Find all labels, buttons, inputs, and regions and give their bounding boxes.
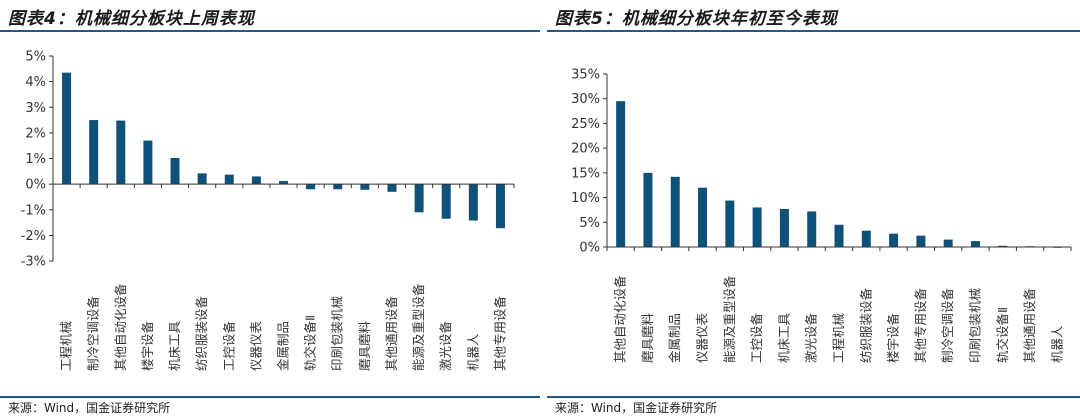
chart-title: 图表5：机械细分板块年初至今表现 xyxy=(555,9,838,29)
category-label: 激光设备 xyxy=(804,312,819,363)
category-label: 工控设备 xyxy=(749,312,764,363)
y-tick-label: 35% xyxy=(571,68,600,83)
bar xyxy=(333,184,343,190)
bar xyxy=(170,157,180,185)
bar xyxy=(725,200,735,247)
bar xyxy=(306,184,316,190)
bar xyxy=(889,233,899,247)
y-tick-label: 10% xyxy=(571,191,600,206)
chart-source: 来源：Wind，国金证券研究所 xyxy=(555,401,718,415)
bar xyxy=(752,207,762,247)
category-label: 磨具磨料 xyxy=(357,320,372,371)
bar xyxy=(251,176,261,185)
category-label: 轨交设备Ⅱ xyxy=(995,307,1010,363)
category-label: 楼宇设备 xyxy=(140,320,155,371)
bar xyxy=(441,184,451,219)
y-tick-label: 0% xyxy=(25,178,46,193)
category-label: 仪器仪表 xyxy=(248,320,263,371)
category-label: 机床工具 xyxy=(167,320,182,371)
y-tick-label: 1% xyxy=(25,152,46,167)
bar xyxy=(998,245,1008,247)
y-tick-label: 4% xyxy=(25,75,46,90)
bar xyxy=(414,184,424,213)
bar xyxy=(970,241,980,247)
bar xyxy=(861,230,871,247)
y-tick-label: -1% xyxy=(21,203,46,218)
category-label: 金属制品 xyxy=(276,321,291,371)
chart-panel-ytd: 图表5：机械细分板块年初至今表现 0% 5% 10% 15% 20% 25% 30% 35% 其… xyxy=(547,0,1080,420)
category-label: 其他通用设备 xyxy=(1022,287,1037,363)
category-label: 激光设备 xyxy=(438,320,453,371)
bar xyxy=(89,120,99,185)
y-tick-label: 5% xyxy=(579,216,600,231)
bar xyxy=(116,120,126,185)
y-tick-label: 15% xyxy=(571,166,600,181)
bar xyxy=(495,184,505,229)
category-label: 能源及重型设备 xyxy=(722,275,737,363)
category-label: 工程机械 xyxy=(831,312,846,363)
chart-title: 图表4：机械细分板块上周表现 xyxy=(8,9,255,29)
bar xyxy=(360,184,370,190)
bar xyxy=(698,187,708,247)
y-tick-label: 5% xyxy=(25,50,46,65)
y-tick-label: -2% xyxy=(21,229,46,244)
source-rule xyxy=(547,396,1080,398)
bar xyxy=(916,235,926,247)
bar xyxy=(387,184,397,192)
category-label: 金属制品 xyxy=(667,313,682,363)
chart-panel-weekly: 图表4：机械细分板块上周表现 -3% -2% -1% 0% 1% 2% 3% 4% 5% 工程机械… xyxy=(0,9,540,415)
y-tick-label: 0% xyxy=(579,241,600,256)
category-label: 工程机械 xyxy=(59,320,74,371)
bar xyxy=(616,101,626,247)
bar xyxy=(779,208,789,247)
category-label: 其他自动化设备 xyxy=(613,275,628,363)
bar xyxy=(943,239,953,247)
category-label: 能源及重型设备 xyxy=(411,283,426,371)
title-rule xyxy=(0,30,540,32)
bar xyxy=(834,224,844,247)
y-tick-label: 25% xyxy=(571,117,600,132)
bar xyxy=(224,174,234,185)
bar xyxy=(643,172,653,247)
category-label: 其他专用设备 xyxy=(913,287,928,363)
y-tick-label: 30% xyxy=(571,92,600,107)
y-tick-label: -3% xyxy=(21,255,46,270)
y-tick-label: 3% xyxy=(25,101,46,116)
category-label: 楼宇设备 xyxy=(886,312,901,363)
category-label: 纺织服装设备 xyxy=(194,295,209,371)
category-label: 制冷空调设备 xyxy=(940,287,955,363)
bar xyxy=(143,140,153,185)
category-label: 其他通用设备 xyxy=(384,295,399,371)
bar xyxy=(670,176,680,247)
category-label: 印刷包装机械 xyxy=(330,295,345,371)
weekly-performance-chart: -3% -2% -1% 0% 1% 2% 3% 4% 5% 工程机械 制冷空调设备 其他自动化设备 楼宇… xyxy=(21,50,515,371)
category-label: 其他专用设备 xyxy=(492,295,507,371)
category-label: 机床工具 xyxy=(776,312,791,363)
category-label: 纺织服装设备 xyxy=(858,287,873,363)
bar xyxy=(279,181,288,185)
category-label: 仪器仪表 xyxy=(695,312,710,363)
category-label: 制冷空调设备 xyxy=(86,295,101,371)
category-label: 轨交设备Ⅱ xyxy=(303,315,318,371)
bar xyxy=(468,184,478,221)
category-label: 其他自动化设备 xyxy=(113,283,128,371)
category-label: 机器人 xyxy=(465,333,480,371)
source-rule xyxy=(0,396,540,398)
y-tick-label: 20% xyxy=(571,142,600,157)
chart-source: 来源：Wind，国金证券研究所 xyxy=(8,401,171,415)
bar xyxy=(197,173,207,185)
category-label: 印刷包装机械 xyxy=(967,287,982,363)
title-rule xyxy=(547,30,1080,32)
ytd-performance-chart: 0% 5% 10% 15% 20% 25% 30% 35% 其他自动化设备 磨具磨料 金属制品 仪器仪… xyxy=(571,68,1072,363)
y-tick-label: 2% xyxy=(25,126,46,141)
category-label: 机器人 xyxy=(1049,325,1064,363)
bar xyxy=(62,72,72,185)
category-label: 磨具磨料 xyxy=(640,312,655,363)
bar xyxy=(807,211,817,247)
category-label: 工控设备 xyxy=(221,320,236,371)
